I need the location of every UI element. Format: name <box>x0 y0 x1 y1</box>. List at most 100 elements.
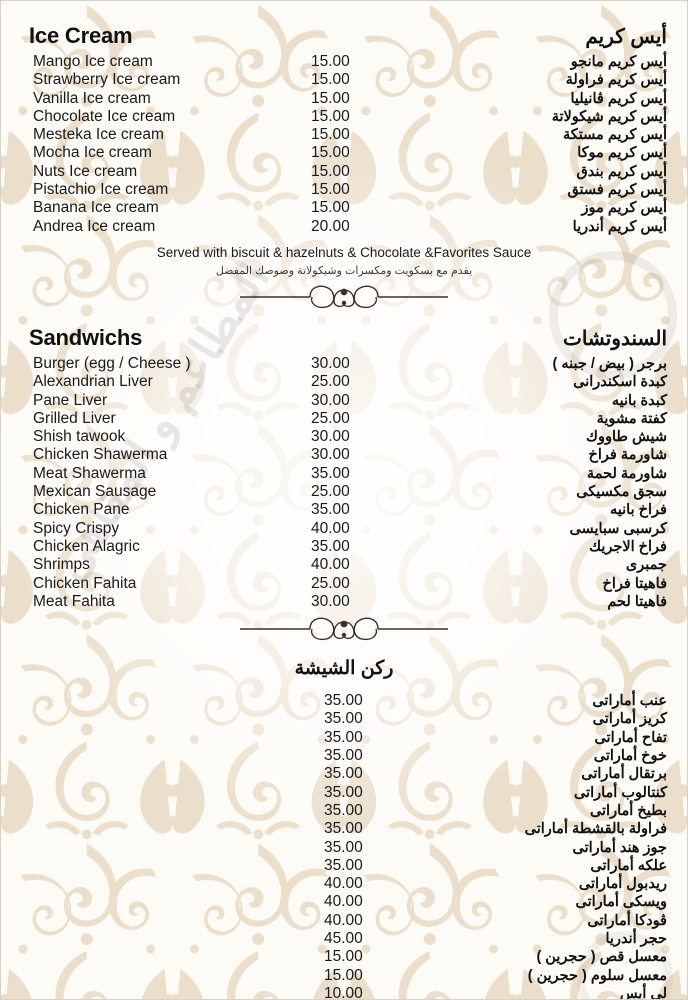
menu-row: Grilled Liver 25.00 كفتة مشوية <box>1 410 687 428</box>
section-ice-cream: Ice Cream أيس كريم Mango Ice cream 15.00… <box>1 1 687 277</box>
menu-row: Strawberry Ice cream 15.00 أيس كريم فراو… <box>1 71 687 89</box>
item-name-en: Burger (egg / Cheese ) <box>33 354 191 372</box>
item-name-ar: أيس كريم مانجو <box>570 54 667 70</box>
item-price: 15.00 <box>311 199 350 217</box>
item-name-en: Chicken Pane <box>33 501 130 519</box>
item-price: 35.00 <box>311 537 350 555</box>
item-name-ar: فراخ بانيه <box>610 502 667 519</box>
ornament-divider <box>1 281 687 313</box>
ornament-divider <box>1 613 687 645</box>
menu-row: 35.00 برتقال أماراتى <box>1 765 687 783</box>
item-name-ar: أيس كريم بندق <box>576 163 667 180</box>
menu-row: Vanilla Ice cream 15.00 أيس كريم ڤانيليا <box>1 90 687 108</box>
ice-cream-note-en: Served with biscuit & hazelnuts & Chocol… <box>156 244 532 260</box>
item-price: 15.00 <box>311 89 350 107</box>
item-price: 15.00 <box>311 162 350 180</box>
item-name-ar: فراخ الاجريك <box>589 538 667 555</box>
ice-cream-item-list: Mango Ice cream 15.00 أيس كريم مانجو Str… <box>1 53 687 236</box>
item-name-en: Mesteka Ice cream <box>33 126 164 144</box>
item-price: 35.00 <box>324 728 363 746</box>
sandwichs-item-list: Burger (egg / Cheese ) 30.00 برجر ( بيض … <box>1 355 687 611</box>
menu-row: Chicken Alagric 35.00 فراخ الاجريك <box>1 538 687 556</box>
item-name-en: Meat Fahita <box>33 592 115 610</box>
item-name-ar: ويسكى أماراتى <box>575 894 667 911</box>
menu-row: 35.00 عنب أماراتى <box>1 692 687 710</box>
menu-row: Andrea Ice cream 20.00 أيس كريم أندريا <box>1 218 687 236</box>
menu-row: 40.00 ڤودكا أماراتى <box>1 912 687 930</box>
menu-row: Alexandrian Liver 25.00 كبدة اسكندرانى <box>1 373 687 391</box>
item-name-en: Chicken Fahita <box>33 574 137 592</box>
menu-row: Shish tawook 30.00 شيش طاووك <box>1 428 687 446</box>
item-name-ar: برتقال أماراتى <box>581 766 667 783</box>
section-title-ar: أيس كريم <box>585 26 667 48</box>
section-title-ar: ركن الشيشة <box>294 658 394 680</box>
item-name-ar: أيس كريم موكا <box>577 145 667 162</box>
item-price: 30.00 <box>311 592 350 610</box>
item-price: 40.00 <box>324 875 363 893</box>
item-name-en: Mocha Ice cream <box>33 144 152 162</box>
item-name-en: Mango Ice cream <box>33 53 153 70</box>
menu-row: 35.00 جوز هند أماراتى <box>1 839 687 857</box>
ice-cream-note-ar: يقدم مع بسكويت ومكسرات وشيكولاتة وصوصك ا… <box>215 264 473 277</box>
item-price: 30.00 <box>311 428 350 446</box>
item-name-ar: كبدة بانيه <box>611 392 667 409</box>
item-price: 15.00 <box>311 53 350 70</box>
item-name-en: Banana Ice cream <box>33 199 159 217</box>
item-price: 35.00 <box>324 820 363 838</box>
item-price: 20.00 <box>311 217 350 235</box>
item-name-ar: شاورمة فراخ <box>588 447 667 464</box>
item-name-en: Vanilla Ice cream <box>33 89 151 107</box>
item-price: 15.00 <box>311 181 350 199</box>
item-name-ar: حجر أندريا <box>605 930 667 947</box>
menu-row: Chicken Pane 35.00 فراخ بانيه <box>1 501 687 519</box>
menu-row: 15.00 معسل سلوم ( حجرين ) <box>1 967 687 985</box>
flourish-divider-icon <box>240 285 448 309</box>
item-price: 10.00 <box>324 984 363 1000</box>
item-name-ar: علكه أماراتى <box>590 857 667 874</box>
menu-row: 35.00 فراولة بالقشطة أماراتى <box>1 820 687 838</box>
item-name-en: Spicy Crispy <box>33 519 120 537</box>
item-name-en: Strawberry Ice cream <box>33 71 181 89</box>
item-name-ar: جوز هند أماراتى <box>572 839 667 856</box>
item-name-ar: أيس كريم أندريا <box>572 218 667 235</box>
item-name-ar: لى أيس <box>619 985 667 1000</box>
item-name-ar: خوخ أماراتى <box>593 748 667 765</box>
item-name-ar: أيس كريم شيكولاتة <box>551 108 667 125</box>
item-price: 35.00 <box>311 464 350 482</box>
item-name-en: Shish tawook <box>33 428 126 446</box>
section-title-en: Sandwichs <box>29 324 143 350</box>
item-name-en: Grilled Liver <box>33 409 116 427</box>
menu-row: Chicken Fahita 25.00 فاهيتا فراخ <box>1 575 687 593</box>
item-name-ar: جمبرى <box>625 557 667 574</box>
item-name-ar: معسل سلوم ( حجرين ) <box>527 967 667 984</box>
item-price: 35.00 <box>324 856 363 874</box>
item-name-ar: كفتة مشوية <box>596 410 667 427</box>
item-name-ar: سجق مكسيكى <box>576 484 667 501</box>
item-name-ar: معسل قص ( حجرين ) <box>536 949 667 966</box>
item-name-ar: ريدبول أماراتى <box>578 876 667 893</box>
item-name-en: Pane Liver <box>33 391 108 409</box>
item-price: 35.00 <box>324 747 363 765</box>
menu-row: Chicken Shawerma 30.00 شاورمة فراخ <box>1 446 687 464</box>
item-price: 15.00 <box>324 966 363 984</box>
item-price: 15.00 <box>311 144 350 162</box>
menu-row: 35.00 علكه أماراتى <box>1 857 687 875</box>
section-title-en: Ice Cream <box>29 23 133 48</box>
menu-row: Mango Ice cream 15.00 أيس كريم مانجو <box>1 53 687 71</box>
item-name-ar: أيس كريم فراولة <box>565 72 667 89</box>
item-name-ar: فاهيتا فراخ <box>602 575 667 592</box>
item-price: 25.00 <box>311 373 350 391</box>
item-price: 35.00 <box>324 783 363 801</box>
menu-row: Mocha Ice cream 15.00 أيس كريم موكا <box>1 144 687 162</box>
item-name-en: Andrea Ice cream <box>33 217 156 235</box>
menu-row: 35.00 كنتالوب أماراتى <box>1 784 687 802</box>
menu-row: 35.00 بطيخ أماراتى <box>1 802 687 820</box>
item-price: 30.00 <box>311 354 350 372</box>
section-shisha: ركن الشيشة 35.00 عنب أماراتى 35.00 كريز … <box>1 657 687 1000</box>
item-price: 30.00 <box>311 446 350 464</box>
menu-row: 45.00 حجر أندريا <box>1 930 687 948</box>
item-name-ar: عنب أماراتى <box>592 693 667 710</box>
item-name-en: Mexican Sausage <box>33 483 157 501</box>
